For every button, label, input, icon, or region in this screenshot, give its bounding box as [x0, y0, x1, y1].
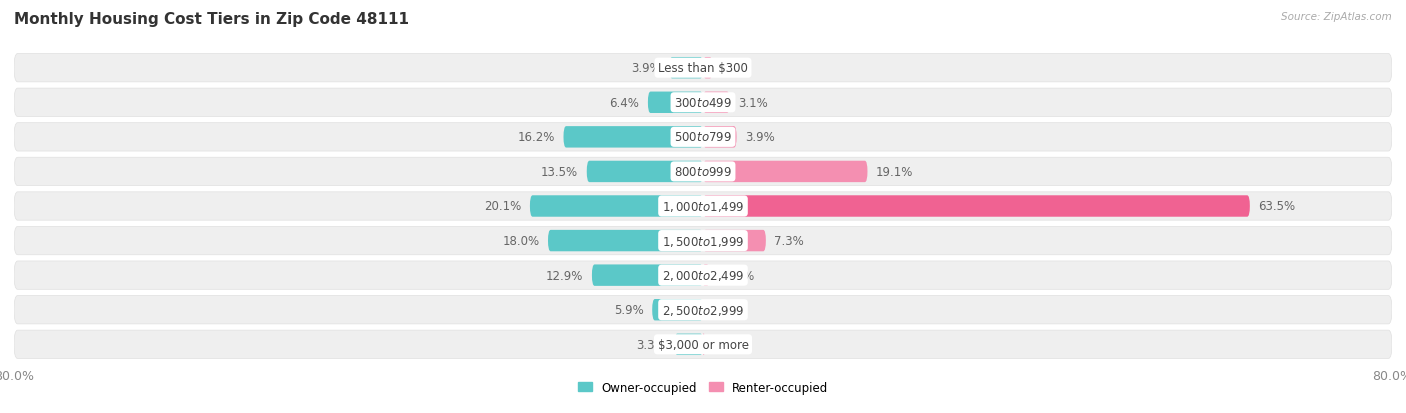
FancyBboxPatch shape — [675, 334, 703, 355]
FancyBboxPatch shape — [14, 192, 1392, 221]
FancyBboxPatch shape — [703, 127, 737, 148]
Text: $2,500 to $2,999: $2,500 to $2,999 — [662, 303, 744, 317]
Text: 3.9%: 3.9% — [745, 131, 775, 144]
FancyBboxPatch shape — [703, 196, 1250, 217]
Legend: Owner-occupied, Renter-occupied: Owner-occupied, Renter-occupied — [572, 376, 834, 399]
Text: 3.3%: 3.3% — [637, 338, 666, 351]
Text: Monthly Housing Cost Tiers in Zip Code 48111: Monthly Housing Cost Tiers in Zip Code 4… — [14, 12, 409, 27]
Text: 3.9%: 3.9% — [631, 62, 661, 75]
Text: 16.2%: 16.2% — [517, 131, 555, 144]
Text: 0.67%: 0.67% — [717, 269, 755, 282]
FancyBboxPatch shape — [703, 161, 868, 183]
Text: 19.1%: 19.1% — [876, 166, 914, 178]
FancyBboxPatch shape — [669, 58, 703, 79]
Text: 20.1%: 20.1% — [484, 200, 522, 213]
Text: $300 to $499: $300 to $499 — [673, 97, 733, 109]
Text: $2,000 to $2,499: $2,000 to $2,499 — [662, 268, 744, 282]
Text: $1,500 to $1,999: $1,500 to $1,999 — [662, 234, 744, 248]
Text: 0.0%: 0.0% — [711, 304, 741, 316]
FancyBboxPatch shape — [703, 265, 709, 286]
Text: 63.5%: 63.5% — [1258, 200, 1295, 213]
FancyBboxPatch shape — [703, 58, 713, 79]
FancyBboxPatch shape — [652, 299, 703, 320]
Text: 6.4%: 6.4% — [609, 97, 640, 109]
FancyBboxPatch shape — [14, 261, 1392, 290]
FancyBboxPatch shape — [530, 196, 703, 217]
Text: 1.1%: 1.1% — [721, 62, 751, 75]
Text: 12.9%: 12.9% — [546, 269, 583, 282]
FancyBboxPatch shape — [14, 330, 1392, 358]
Text: 7.3%: 7.3% — [775, 235, 804, 247]
Text: 3.1%: 3.1% — [738, 97, 768, 109]
Text: $3,000 or more: $3,000 or more — [658, 338, 748, 351]
Text: 13.5%: 13.5% — [541, 166, 578, 178]
FancyBboxPatch shape — [14, 227, 1392, 255]
Text: $800 to $999: $800 to $999 — [673, 166, 733, 178]
FancyBboxPatch shape — [548, 230, 703, 252]
FancyBboxPatch shape — [564, 127, 703, 148]
Text: Less than $300: Less than $300 — [658, 62, 748, 75]
Text: 5.9%: 5.9% — [614, 304, 644, 316]
Text: Source: ZipAtlas.com: Source: ZipAtlas.com — [1281, 12, 1392, 22]
Text: $500 to $799: $500 to $799 — [673, 131, 733, 144]
FancyBboxPatch shape — [14, 123, 1392, 152]
FancyBboxPatch shape — [14, 55, 1392, 83]
Text: 18.0%: 18.0% — [502, 235, 540, 247]
FancyBboxPatch shape — [703, 93, 730, 114]
FancyBboxPatch shape — [14, 158, 1392, 186]
FancyBboxPatch shape — [648, 93, 703, 114]
Text: 0.15%: 0.15% — [713, 338, 749, 351]
FancyBboxPatch shape — [703, 230, 766, 252]
Text: $1,000 to $1,499: $1,000 to $1,499 — [662, 199, 744, 214]
FancyBboxPatch shape — [586, 161, 703, 183]
FancyBboxPatch shape — [14, 89, 1392, 117]
FancyBboxPatch shape — [14, 296, 1392, 324]
FancyBboxPatch shape — [592, 265, 703, 286]
